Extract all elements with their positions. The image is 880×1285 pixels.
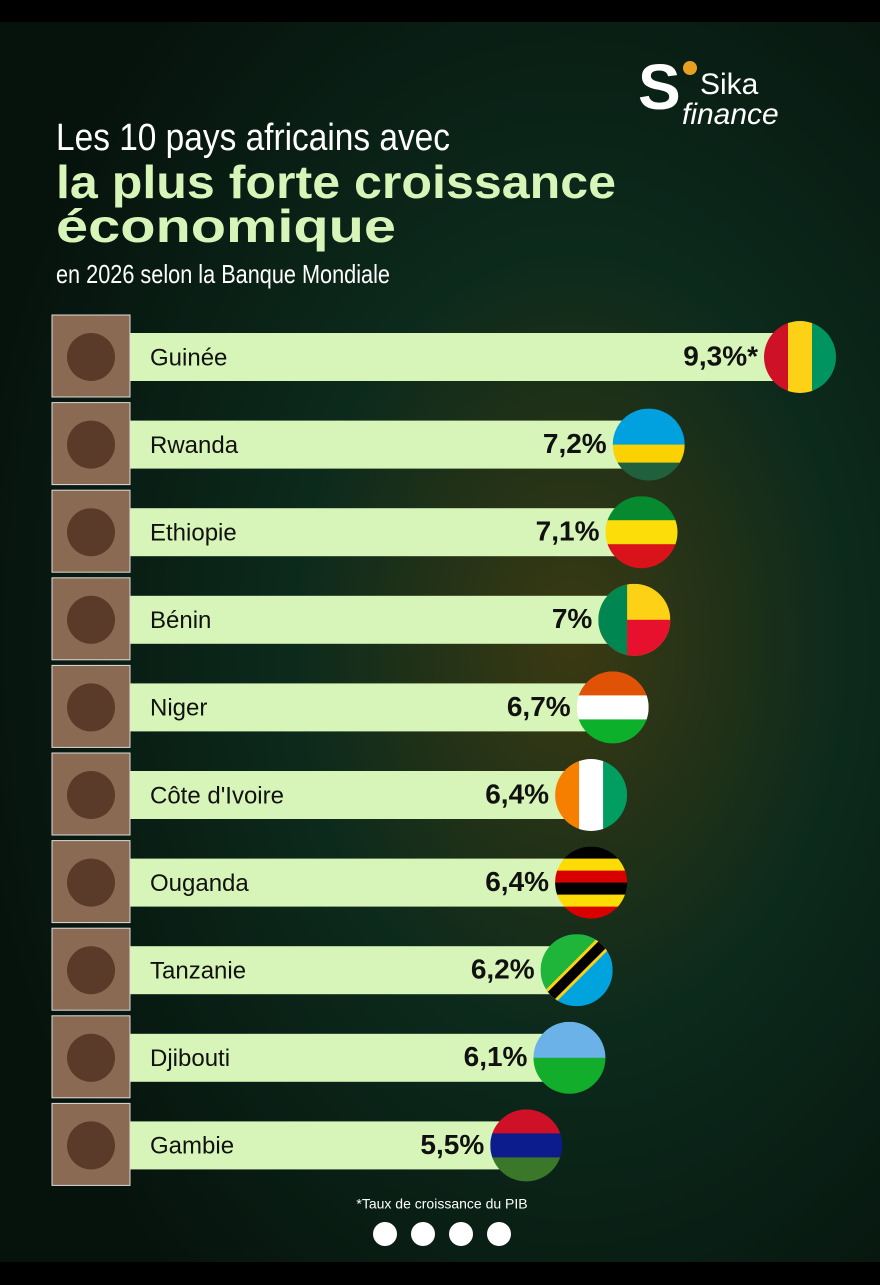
portrait-face — [67, 683, 115, 732]
bar — [130, 858, 592, 907]
logo-name: Sika — [700, 68, 759, 101]
portrait-face — [67, 595, 115, 644]
value-label: 6,2% — [471, 954, 535, 985]
bar — [130, 683, 613, 732]
flag-part — [540, 934, 613, 1007]
bar — [130, 508, 642, 557]
flag — [555, 846, 628, 919]
flag — [540, 934, 613, 1007]
value-label: 7,1% — [536, 516, 600, 547]
category-label: Guinée — [150, 344, 227, 371]
bar — [130, 946, 577, 995]
icon-x[interactable] — [373, 1222, 397, 1246]
flag-part — [579, 759, 605, 831]
flag-part — [490, 1133, 563, 1159]
title-line: économique — [56, 200, 396, 252]
category-label: Tanzanie — [150, 958, 246, 985]
value-label: 5,5% — [420, 1129, 484, 1160]
value-label: 7,2% — [543, 428, 607, 459]
logo-mark: S — [638, 51, 681, 123]
bar — [130, 333, 800, 381]
flag-part — [555, 858, 628, 872]
flag-part — [555, 870, 628, 884]
portrait-face — [67, 333, 115, 381]
flag-part — [555, 894, 628, 908]
footnote: *Taux de croissance du PIB — [356, 1196, 527, 1212]
value-label: 6,4% — [485, 778, 549, 809]
value-label: 9,3%* — [683, 340, 758, 371]
title-line: Les 10 pays africains avec — [56, 117, 450, 159]
subtitle: en 2026 selon la Banque Mondiale — [56, 259, 390, 289]
category-label: Bénin — [150, 607, 211, 634]
category-label: Niger — [150, 695, 207, 722]
icon-instagram[interactable] — [487, 1222, 511, 1246]
flag-part — [788, 321, 813, 393]
category-label: Rwanda — [150, 432, 239, 459]
portrait-face — [67, 1033, 115, 1082]
bar — [130, 420, 649, 469]
category-label: Djibouti — [150, 1045, 230, 1072]
flag-part — [612, 444, 685, 464]
flag-part — [612, 426, 685, 446]
portrait-face — [67, 420, 115, 469]
flag — [598, 583, 671, 656]
flag-part — [605, 520, 678, 546]
category-label: Ethiopie — [150, 520, 237, 547]
category-label: Ouganda — [150, 870, 249, 897]
portrait-face — [67, 858, 115, 907]
category-label: Gambie — [150, 1133, 234, 1160]
social-icons — [373, 1222, 511, 1246]
flag-part — [555, 882, 628, 896]
bar — [130, 595, 635, 644]
bar — [130, 1121, 527, 1170]
logo-dot — [683, 61, 697, 75]
icon-facebook[interactable] — [449, 1222, 473, 1246]
flag-part — [576, 695, 649, 721]
bar — [130, 1033, 570, 1082]
title-line: la plus forte croissance — [56, 156, 616, 208]
value-label: 6,4% — [485, 866, 549, 897]
logo-tagline: finance — [682, 98, 779, 131]
value-label: 6,1% — [464, 1041, 528, 1072]
portrait-face — [67, 946, 115, 995]
portrait-face — [67, 1121, 115, 1170]
portrait-face — [67, 771, 115, 819]
bar — [130, 771, 592, 819]
value-label: 6,7% — [507, 691, 571, 722]
icon-youtube[interactable] — [411, 1222, 435, 1246]
value-label: 7% — [552, 603, 593, 634]
portrait-face — [67, 508, 115, 557]
category-label: Côte d'Ivoire — [150, 782, 284, 809]
